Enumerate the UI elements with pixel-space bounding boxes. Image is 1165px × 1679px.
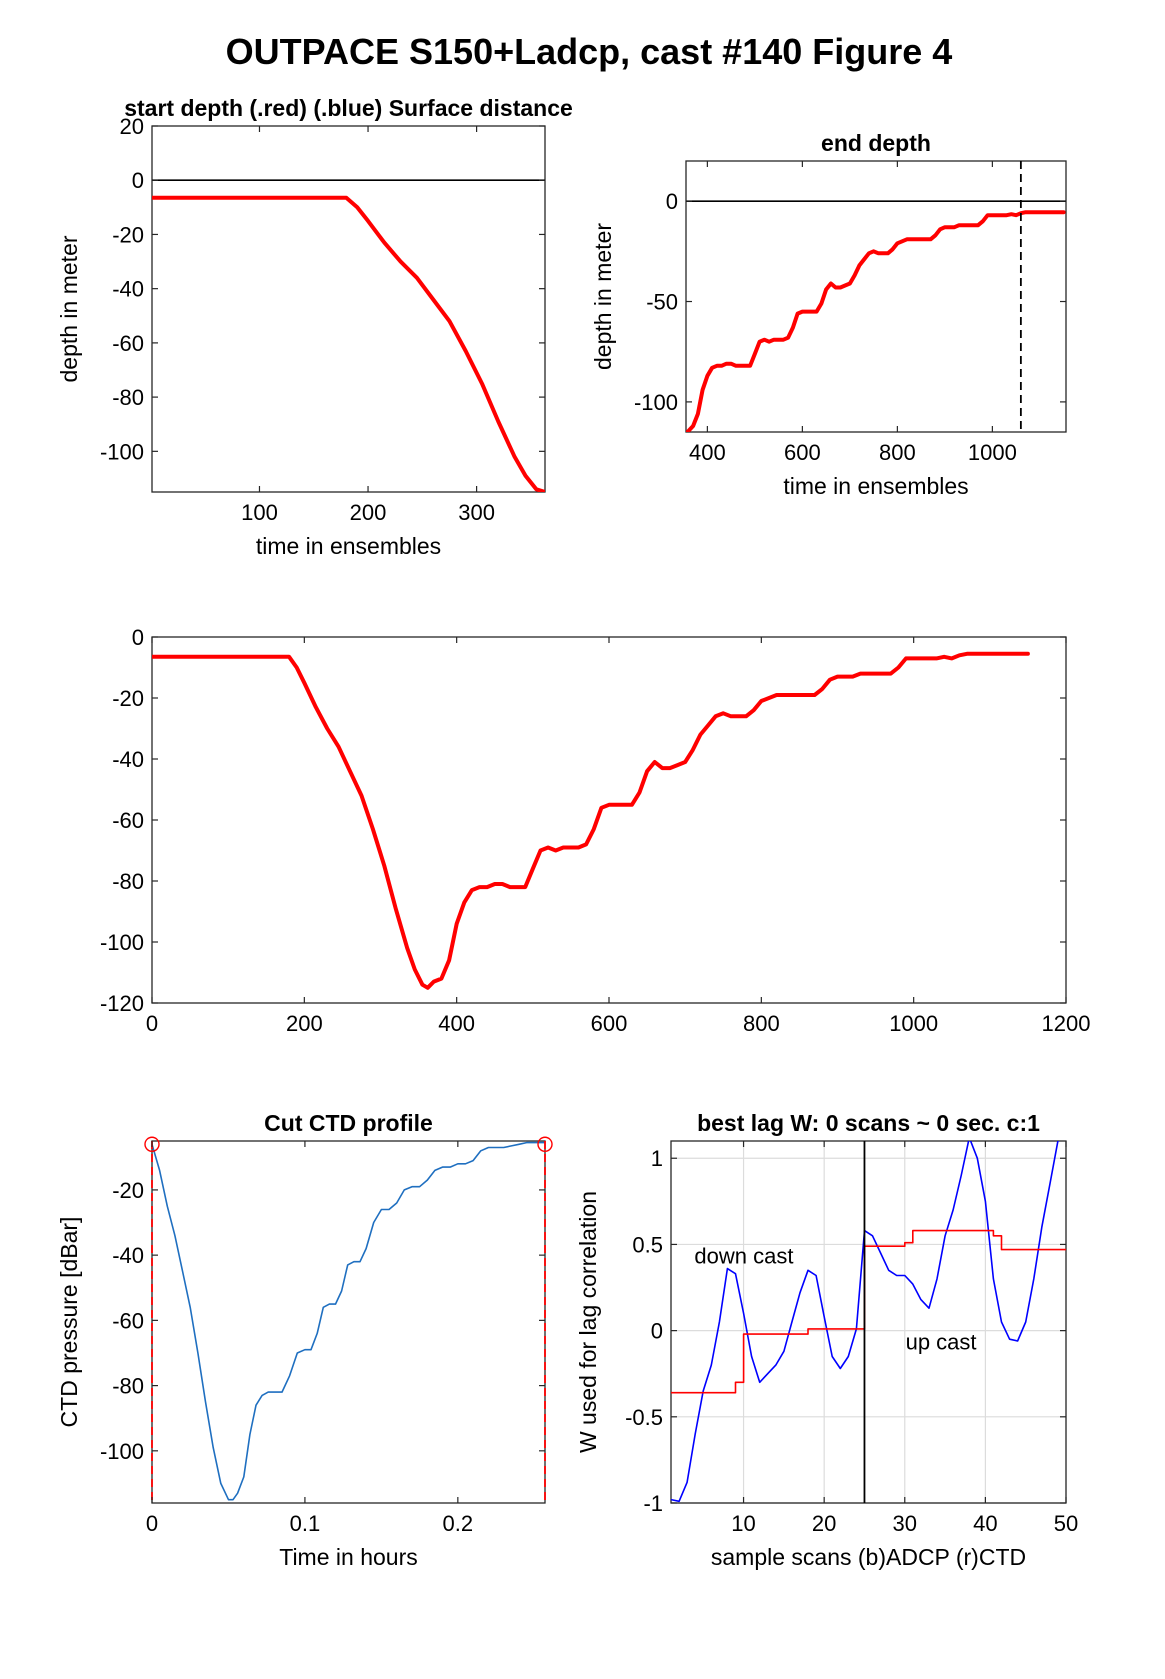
y-tick-label: -60 xyxy=(112,1308,144,1333)
y-tick-label: -100 xyxy=(634,390,678,415)
x-tick-label: 0.1 xyxy=(290,1511,321,1536)
x-tick-label: 0.2 xyxy=(443,1511,474,1536)
x-tick-label: 50 xyxy=(1054,1511,1078,1536)
y-tick-label: -100 xyxy=(100,439,144,464)
axes-box xyxy=(151,125,546,493)
x-tick-label: 200 xyxy=(350,500,387,525)
axes-box xyxy=(685,160,1067,433)
y-tick-label: -50 xyxy=(646,290,678,315)
series-line-0 xyxy=(686,210,1066,432)
plot-area xyxy=(152,179,545,492)
x-axis-label: time in ensembles xyxy=(256,533,441,559)
series-line-ctd xyxy=(671,1229,1066,1394)
panel-title: start depth (.red) (.blue) Surface dista… xyxy=(124,95,573,121)
y-tick-label: -60 xyxy=(112,331,144,356)
x-tick-label: 20 xyxy=(812,1511,836,1536)
axes-box xyxy=(670,1140,1067,1504)
y-tick-label: 20 xyxy=(120,114,144,139)
x-axis-label: sample scans (b)ADCP (r)CTD xyxy=(711,1544,1026,1570)
y-axis-label: W used for lag correlation xyxy=(575,1191,601,1453)
y-tick-label: 0 xyxy=(132,625,144,650)
x-tick-label: 300 xyxy=(458,500,495,525)
y-tick-label: -0.5 xyxy=(625,1405,663,1430)
x-tick-label: 600 xyxy=(784,440,821,465)
y-axis-label: CTD pressure [dBar] xyxy=(56,1217,82,1428)
endpoint-marker xyxy=(144,1136,160,1152)
x-tick-label: 800 xyxy=(743,1011,780,1036)
y-tick-label: -60 xyxy=(112,808,144,833)
y-tick-label: -80 xyxy=(112,385,144,410)
series-line-0 xyxy=(152,1141,545,1501)
y-tick-label: -20 xyxy=(112,222,144,247)
y-tick-label: -100 xyxy=(100,930,144,955)
y-tick-label: 0 xyxy=(132,168,144,193)
panel-full-profile: 0 200 400 600 800 1000 1200 0 -20 -40 -60 -80 -100 -1… xyxy=(100,625,1091,1036)
series-line-0 xyxy=(152,651,1030,990)
y-tick-label: 0 xyxy=(666,189,678,214)
axes-box xyxy=(151,636,1067,1004)
panel-best-lag: 10 20 30 40 50 1 0.5 0 -0.5 -1 best lag W: 0 scans… xyxy=(575,1110,1078,1570)
y-axis-label: depth in meter xyxy=(590,223,616,370)
y-tick-label: -100 xyxy=(100,1439,144,1464)
figure-suptitle: OUTPACE S150+Ladcp, cast #140 Figure 4 xyxy=(226,31,953,72)
x-tick-label: 400 xyxy=(438,1011,475,1036)
y-tick-label: 0 xyxy=(651,1319,663,1344)
annotation-label: up cast xyxy=(906,1330,977,1355)
x-tick-label: 100 xyxy=(241,500,278,525)
panel-cut-ctd: 0 0.1 0.2 -20 -40 -60 -80 -100 Cut CTD profile Ti… xyxy=(56,1110,553,1570)
x-tick-label: 1000 xyxy=(968,440,1017,465)
panel-title: best lag W: 0 scans ~ 0 sec. c:1 xyxy=(697,1110,1040,1136)
y-tick-label: -120 xyxy=(100,991,144,1016)
x-tick-label: 200 xyxy=(286,1011,323,1036)
y-tick-label: -20 xyxy=(112,686,144,711)
x-axis-label: time in ensembles xyxy=(783,473,968,499)
y-tick-label: -40 xyxy=(112,1243,144,1268)
y-tick-label: -80 xyxy=(112,869,144,894)
plot-area xyxy=(671,1141,1066,1503)
x-tick-label: 40 xyxy=(973,1511,997,1536)
x-tick-label: 1200 xyxy=(1042,1011,1091,1036)
y-tick-label: -40 xyxy=(112,277,144,302)
endpoint-marker xyxy=(537,1136,553,1152)
panel-title: Cut CTD profile xyxy=(264,1110,433,1136)
y-tick-label: -40 xyxy=(112,747,144,772)
plot-area xyxy=(152,1141,545,1501)
x-tick-label: 800 xyxy=(879,440,916,465)
x-tick-label: 600 xyxy=(591,1011,628,1036)
axes-box xyxy=(151,1140,546,1504)
x-tick-label: 400 xyxy=(689,440,726,465)
panel-title: end depth xyxy=(821,130,931,156)
series-line-adcp xyxy=(671,1141,1060,1503)
y-tick-label: -1 xyxy=(643,1491,663,1516)
panel-end-depth: 400 600 800 1000 0 -50 -100 end depth time in en… xyxy=(590,130,1067,499)
y-tick-label: -20 xyxy=(112,1178,144,1203)
series-line-0 xyxy=(152,195,545,492)
x-tick-label: 0 xyxy=(146,1511,158,1536)
annotation-label: down cast xyxy=(694,1243,793,1268)
y-tick-label: 0.5 xyxy=(632,1232,663,1257)
y-axis-label: depth in meter xyxy=(56,235,82,382)
plot-area xyxy=(686,200,1066,432)
y-tick-label: -80 xyxy=(112,1374,144,1399)
x-tick-label: 30 xyxy=(893,1511,917,1536)
x-tick-label: 0 xyxy=(146,1011,158,1036)
x-axis-label: Time in hours xyxy=(279,1544,417,1570)
x-tick-label: 1000 xyxy=(889,1011,938,1036)
y-tick-label: 1 xyxy=(651,1146,663,1171)
plot-area xyxy=(152,651,1030,990)
x-tick-label: 10 xyxy=(731,1511,755,1536)
